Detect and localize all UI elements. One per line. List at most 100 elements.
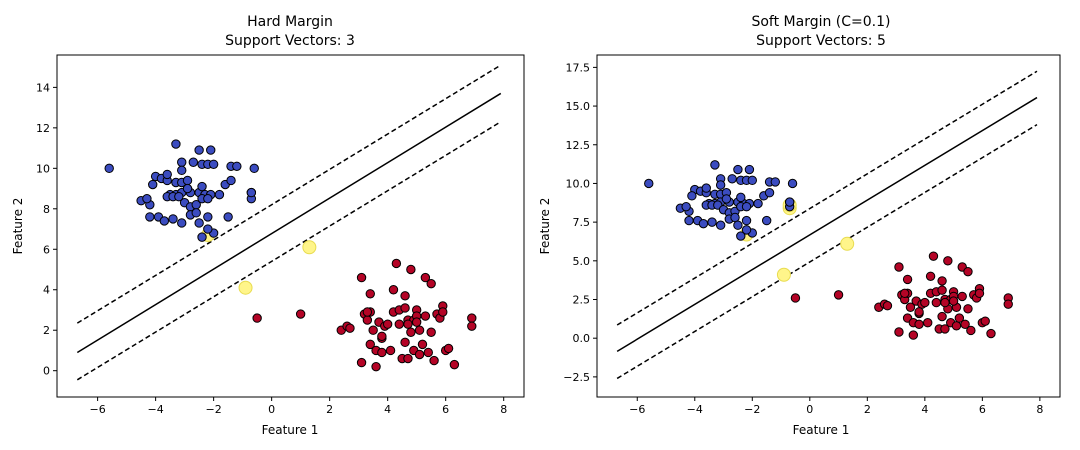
class-1-point bbox=[940, 297, 950, 308]
class-0-point bbox=[715, 220, 726, 230]
class-1-point bbox=[443, 343, 454, 354]
class-0-point bbox=[710, 160, 720, 170]
class-0-point bbox=[741, 225, 752, 235]
x-tick-label: 8 bbox=[500, 403, 507, 416]
class-1-point bbox=[356, 272, 367, 283]
x-axis-label: Feature 1 bbox=[793, 423, 850, 437]
x-tick-label: 2 bbox=[864, 403, 871, 416]
class-1-point bbox=[937, 276, 947, 286]
class-1-point bbox=[914, 307, 924, 317]
y-tick-label: 6 bbox=[43, 243, 50, 256]
x-tick-label: 4 bbox=[921, 403, 928, 416]
class-1-point bbox=[377, 347, 387, 358]
decision-boundary-line bbox=[616, 96, 1038, 352]
class-1-point bbox=[943, 256, 953, 266]
class-0-point bbox=[162, 169, 172, 180]
class-1-point bbox=[362, 307, 373, 317]
y-tick-label: 5.0 bbox=[573, 255, 591, 268]
class-1-point bbox=[908, 330, 919, 340]
x-tick-label: −2 bbox=[744, 403, 760, 416]
class-1-point bbox=[371, 361, 381, 372]
class-1-point bbox=[974, 288, 985, 299]
class-0-point bbox=[145, 212, 155, 222]
class-1-point bbox=[394, 319, 404, 329]
y-tick-label: 10 bbox=[36, 162, 50, 175]
x-tick-label: −6 bbox=[629, 403, 645, 416]
hard-margin-panel: Hard Margin Support Vectors: 3 Feature 1… bbox=[11, 14, 525, 437]
class-1-point bbox=[937, 311, 947, 322]
chart-title-line1: Hard Margin bbox=[247, 14, 333, 30]
class-1-point bbox=[414, 349, 425, 360]
y-tick-label: 0 bbox=[43, 365, 50, 378]
support-vector-marker bbox=[238, 280, 253, 295]
class-1-point bbox=[365, 289, 375, 299]
y-tick-label: 12.5 bbox=[566, 139, 591, 152]
class-1-point bbox=[905, 302, 916, 312]
class-1-point bbox=[980, 316, 990, 326]
class-1-point bbox=[960, 319, 970, 329]
x-tick-label: 2 bbox=[326, 403, 333, 416]
class-0-point bbox=[715, 180, 726, 190]
class-0-point bbox=[191, 208, 201, 218]
support-vector-marker bbox=[776, 267, 791, 282]
class-1-point bbox=[406, 264, 416, 275]
class-0-point bbox=[104, 163, 114, 174]
class-0-point bbox=[148, 179, 158, 190]
x-tick-label: −4 bbox=[148, 403, 164, 416]
plot-area bbox=[616, 70, 1038, 380]
y-tick-label: 2 bbox=[43, 324, 50, 337]
class-1-point bbox=[948, 296, 959, 306]
class-1-point bbox=[957, 291, 967, 302]
class-0-point bbox=[177, 165, 187, 176]
x-tick-label: 8 bbox=[1036, 403, 1043, 416]
class-1-point bbox=[417, 339, 428, 350]
class-1-point bbox=[403, 319, 413, 329]
class-0-point bbox=[232, 161, 242, 172]
class-1-point bbox=[920, 297, 930, 308]
class-0-point bbox=[744, 164, 755, 175]
y-tick-label: 17.5 bbox=[566, 61, 591, 74]
class-0-point bbox=[721, 194, 732, 204]
y-tick-label: 2.5 bbox=[573, 294, 591, 307]
x-tick-label: −2 bbox=[206, 403, 222, 416]
class-0-point bbox=[249, 163, 259, 174]
class-1-point bbox=[429, 355, 439, 366]
class-0-point bbox=[203, 193, 213, 204]
class-1-point bbox=[902, 274, 913, 285]
class-1-point bbox=[377, 331, 387, 341]
class-0-point bbox=[223, 212, 233, 222]
class-1-point bbox=[449, 359, 460, 370]
class-0-point bbox=[182, 175, 193, 186]
class-1-point bbox=[966, 325, 976, 336]
class-0-point bbox=[764, 188, 775, 198]
class-0-point bbox=[747, 175, 757, 186]
class-0-point bbox=[197, 181, 207, 192]
chart-title-line2: Support Vectors: 3 bbox=[225, 33, 355, 49]
y-tick-label: 12 bbox=[36, 122, 50, 135]
class-0-point bbox=[736, 192, 746, 203]
y-tick-label: 14 bbox=[36, 81, 50, 94]
class-0-point bbox=[182, 183, 193, 194]
class-1-point bbox=[925, 271, 936, 281]
class-1-point bbox=[467, 313, 477, 323]
class-1-point bbox=[954, 313, 965, 323]
plot-frame bbox=[56, 54, 525, 398]
class-1-point bbox=[894, 262, 904, 272]
x-axis-label: Feature 1 bbox=[262, 423, 319, 437]
class-1-point bbox=[833, 290, 844, 300]
class-0-point bbox=[208, 159, 219, 169]
class-0-point bbox=[787, 178, 798, 189]
class-1-point bbox=[963, 304, 973, 314]
class-0-point bbox=[214, 189, 225, 200]
class-1-point bbox=[385, 345, 396, 356]
chart-title-line1: Soft Margin (C=0.1) bbox=[751, 14, 890, 30]
plot-frame bbox=[596, 54, 1061, 398]
class-1-point bbox=[937, 285, 947, 295]
support-vector-marker bbox=[302, 240, 317, 255]
class-1-point bbox=[423, 347, 433, 358]
class-1-point bbox=[914, 319, 924, 329]
support-vector-marker bbox=[840, 236, 855, 251]
class-0-point bbox=[761, 215, 772, 226]
class-0-point bbox=[701, 183, 711, 193]
